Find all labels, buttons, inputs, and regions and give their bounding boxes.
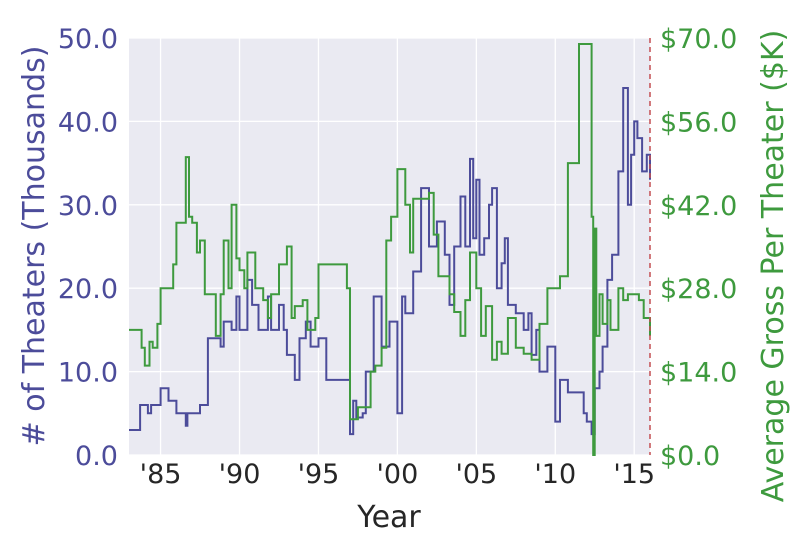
right-tick-label-4: $56.0 <box>660 107 737 138</box>
x-tick-label-4: '05 <box>455 459 497 490</box>
x-tick-label-2: '95 <box>298 459 340 490</box>
right-tick-label-0: $0.0 <box>660 441 720 472</box>
series-lines <box>129 43 651 456</box>
grid-lines <box>129 37 650 456</box>
right-tick-label-2: $28.0 <box>660 274 737 305</box>
x-axis-ticks: '85 '90 '95 '00 '05 '10 '15 <box>140 459 655 490</box>
series-line-0 <box>129 87 651 436</box>
left-axis-label: # of Theaters (Thousands) <box>17 46 52 447</box>
left-tick-label-5: 50.0 <box>58 24 118 55</box>
x-tick-label-0: '85 <box>140 459 182 490</box>
right-tick-label-3: $42.0 <box>660 191 737 222</box>
x-tick-label-1: '90 <box>219 459 261 490</box>
left-axis-ticks: 0.0 10.0 20.0 30.0 40.0 50.0 <box>58 24 118 472</box>
left-tick-label-4: 40.0 <box>58 107 118 138</box>
right-axis-label: Average Gross Per Theater ($K) <box>756 30 791 503</box>
series-line-1 <box>129 43 651 456</box>
right-tick-label-1: $14.0 <box>660 358 737 389</box>
plot-area-background <box>129 38 650 455</box>
left-tick-label-3: 30.0 <box>58 191 118 222</box>
right-axis-ticks: $0.0 $14.0 $28.0 $42.0 $56.0 $70.0 <box>660 24 737 472</box>
x-tick-label-5: '10 <box>534 459 576 490</box>
left-tick-label-2: 20.0 <box>58 274 118 305</box>
x-tick-label-6: '15 <box>613 459 655 490</box>
right-tick-label-5: $70.0 <box>660 24 737 55</box>
left-tick-label-0: 0.0 <box>75 441 118 472</box>
left-tick-label-1: 10.0 <box>58 358 118 389</box>
x-axis-label: Year <box>356 500 421 535</box>
x-tick-label-3: '00 <box>377 459 419 490</box>
